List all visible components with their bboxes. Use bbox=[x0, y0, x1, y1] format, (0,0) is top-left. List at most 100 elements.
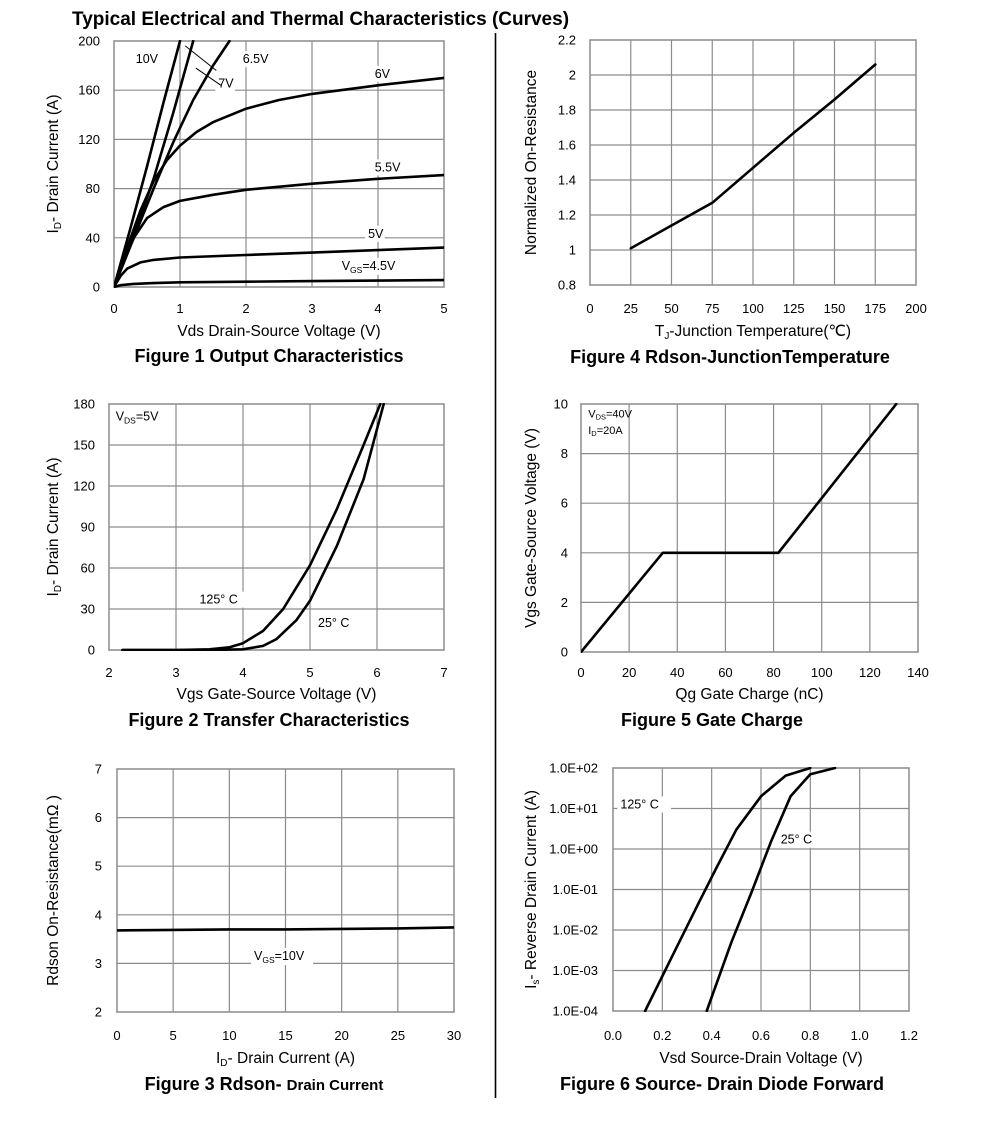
x-tick-label: 60 bbox=[718, 665, 732, 680]
x-axis-label: Vsd Source-Drain Voltage (V) bbox=[659, 1050, 862, 1067]
series-label-backing bbox=[215, 75, 235, 92]
x-tick-label: 0 bbox=[577, 665, 584, 680]
series-label-backing bbox=[365, 225, 385, 242]
figure-caption-main: Figure 4 Rdson-JunctionTemperature bbox=[570, 347, 890, 367]
figure-caption: Figure 1 Output Characteristics bbox=[134, 346, 403, 366]
series-label-backing bbox=[777, 831, 825, 848]
vds-label: VDS=5V bbox=[116, 409, 159, 425]
y-tick-label: 1.8 bbox=[558, 103, 576, 118]
figure-caption-main: Figure 1 Output Characteristics bbox=[134, 346, 403, 366]
x-tick-label: 20 bbox=[622, 665, 636, 680]
y-axis-label: Normalized On-Resistance bbox=[523, 70, 540, 255]
axis-label-sub: D bbox=[53, 585, 64, 592]
y-tick-label: 2 bbox=[561, 595, 568, 610]
vds-label-sub: DS bbox=[596, 413, 606, 422]
x-tick-label: 1 bbox=[176, 301, 183, 316]
y-tick-label: 1.2 bbox=[558, 208, 576, 223]
y-tick-label: 1.0E+01 bbox=[549, 801, 598, 816]
x-tick-label: 120 bbox=[859, 665, 881, 680]
vds-label-prefix: V bbox=[588, 409, 596, 421]
x-tick-label: 100 bbox=[811, 665, 833, 680]
figure-caption-small: Drain Current bbox=[287, 1077, 384, 1094]
x-tick-label: 200 bbox=[905, 301, 927, 316]
x-axis-label: TJ-Junction Temperature(℃) bbox=[655, 323, 851, 342]
x-tick-label: 5 bbox=[306, 665, 313, 680]
y-tick-label: 0.8 bbox=[558, 278, 576, 293]
axis-label-prefix: I bbox=[45, 229, 62, 233]
series-line-25-c bbox=[705, 767, 837, 1012]
x-tick-label: 15 bbox=[278, 1028, 292, 1043]
figure-caption-main: Figure 6 Source- Drain Diode Forward bbox=[560, 1074, 884, 1094]
label-leader-line bbox=[195, 67, 222, 86]
x-axis-label: Qg Gate Charge (nC) bbox=[675, 686, 823, 703]
x-tick-label: 150 bbox=[824, 301, 846, 316]
y-axis-label: Rdson On-Resistance(mΩ ) bbox=[45, 795, 62, 986]
series-line-v-gs-10v bbox=[117, 926, 454, 932]
x-tick-label: 0.2 bbox=[653, 1028, 671, 1043]
x-tick-label: 0 bbox=[586, 301, 593, 316]
figure-caption: Figure 2 Transfer Characteristics bbox=[128, 710, 409, 730]
y-tick-label: 4 bbox=[561, 545, 568, 560]
figure-caption-main: Figure 2 Transfer Characteristics bbox=[128, 710, 409, 730]
y-tick-label: 6 bbox=[561, 496, 568, 511]
id-label: ID=20A bbox=[588, 425, 623, 438]
y-tick-label: 80 bbox=[86, 181, 100, 196]
series-label: 125° C bbox=[620, 798, 658, 812]
series-label: 7V bbox=[218, 77, 234, 91]
x-tick-label: 125 bbox=[783, 301, 805, 316]
x-tick-label: 80 bbox=[766, 665, 780, 680]
y-tick-label: 200 bbox=[78, 34, 100, 49]
y-tick-label: 4 bbox=[95, 907, 102, 922]
y-tick-label: 30 bbox=[81, 602, 95, 617]
x-tick-label: 140 bbox=[907, 665, 929, 680]
plot-area bbox=[580, 403, 919, 653]
vgs-label-prefix: V bbox=[254, 949, 263, 963]
x-tick-label: 20 bbox=[334, 1028, 348, 1043]
y-tick-label: 10 bbox=[554, 397, 568, 412]
axis-label-prefix: I bbox=[216, 1050, 220, 1067]
figure-6-source-drain-diode-forward: 0.0 0.2 0.4 0.6 0.8 1.0 1.2 1.0E-04 1.0E-03 1.0E-… bbox=[523, 761, 918, 1095]
figure-caption-main: Figure 5 Gate Charge bbox=[621, 710, 803, 730]
x-tick-label: 50 bbox=[664, 301, 678, 316]
x-tick-label: 0.0 bbox=[604, 1028, 622, 1043]
vds-label-prefix: V bbox=[116, 409, 125, 423]
series-label: 6.5V bbox=[243, 52, 269, 66]
series-line-6v bbox=[114, 76, 444, 288]
x-tick-label: 5 bbox=[170, 1028, 177, 1043]
y-tick-label: 120 bbox=[73, 479, 95, 494]
figure-caption: Figure 6 Source- Drain Diode Forward bbox=[560, 1074, 884, 1094]
series-line-4-5v bbox=[114, 278, 444, 288]
axis-label-prefix: I bbox=[523, 985, 540, 989]
axis-label-rest: -Junction Temperature(℃) bbox=[669, 323, 851, 340]
series-label: 5.5V bbox=[375, 160, 401, 174]
y-tick-label: 1.0E-03 bbox=[552, 963, 598, 978]
x-tick-label: 4 bbox=[374, 301, 381, 316]
axis-label-sub: D bbox=[53, 222, 64, 229]
series-label: 5V bbox=[368, 227, 384, 241]
axis-label-rest: - Reverse Drain Current (A) bbox=[523, 790, 540, 980]
y-tick-label: 5 bbox=[95, 859, 102, 874]
x-tick-label: 100 bbox=[742, 301, 764, 316]
x-tick-label: 3 bbox=[172, 665, 179, 680]
id-label-suffix: =20A bbox=[597, 425, 624, 437]
y-tick-label: 6 bbox=[95, 810, 102, 825]
x-tick-label: 30 bbox=[447, 1028, 461, 1043]
figure-3-rdson-drain-current: 0 5 10 15 20 25 30 2 3 4 5 6 7 VGS=10V ID- Drain Curre… bbox=[45, 762, 461, 1095]
vgs-label-suffix: =10V bbox=[275, 949, 305, 963]
x-tick-label: 3 bbox=[308, 301, 315, 316]
axis-label-sub: s bbox=[531, 980, 542, 985]
series-line-rdson bbox=[629, 63, 877, 250]
x-tick-label: 1.0 bbox=[851, 1028, 869, 1043]
x-tick-label: 25 bbox=[624, 301, 638, 316]
series-label-backing bbox=[132, 51, 160, 68]
y-tick-label: 2 bbox=[569, 68, 576, 83]
figure-caption: Figure 5 Gate Charge bbox=[621, 710, 803, 730]
x-tick-label: 10 bbox=[222, 1028, 236, 1043]
figure-5-gate-charge: 0 20 40 60 80 100 120 140 0 2 4 6 8 10 VDS=40V ID=20A Qg… bbox=[523, 397, 929, 731]
y-axis-label: ID- Drain Current (A) bbox=[45, 457, 64, 596]
x-axis-label: Vds Drain-Source Voltage (V) bbox=[177, 323, 380, 340]
x-tick-label: 25 bbox=[391, 1028, 405, 1043]
series-line-125-c bbox=[643, 767, 812, 1012]
